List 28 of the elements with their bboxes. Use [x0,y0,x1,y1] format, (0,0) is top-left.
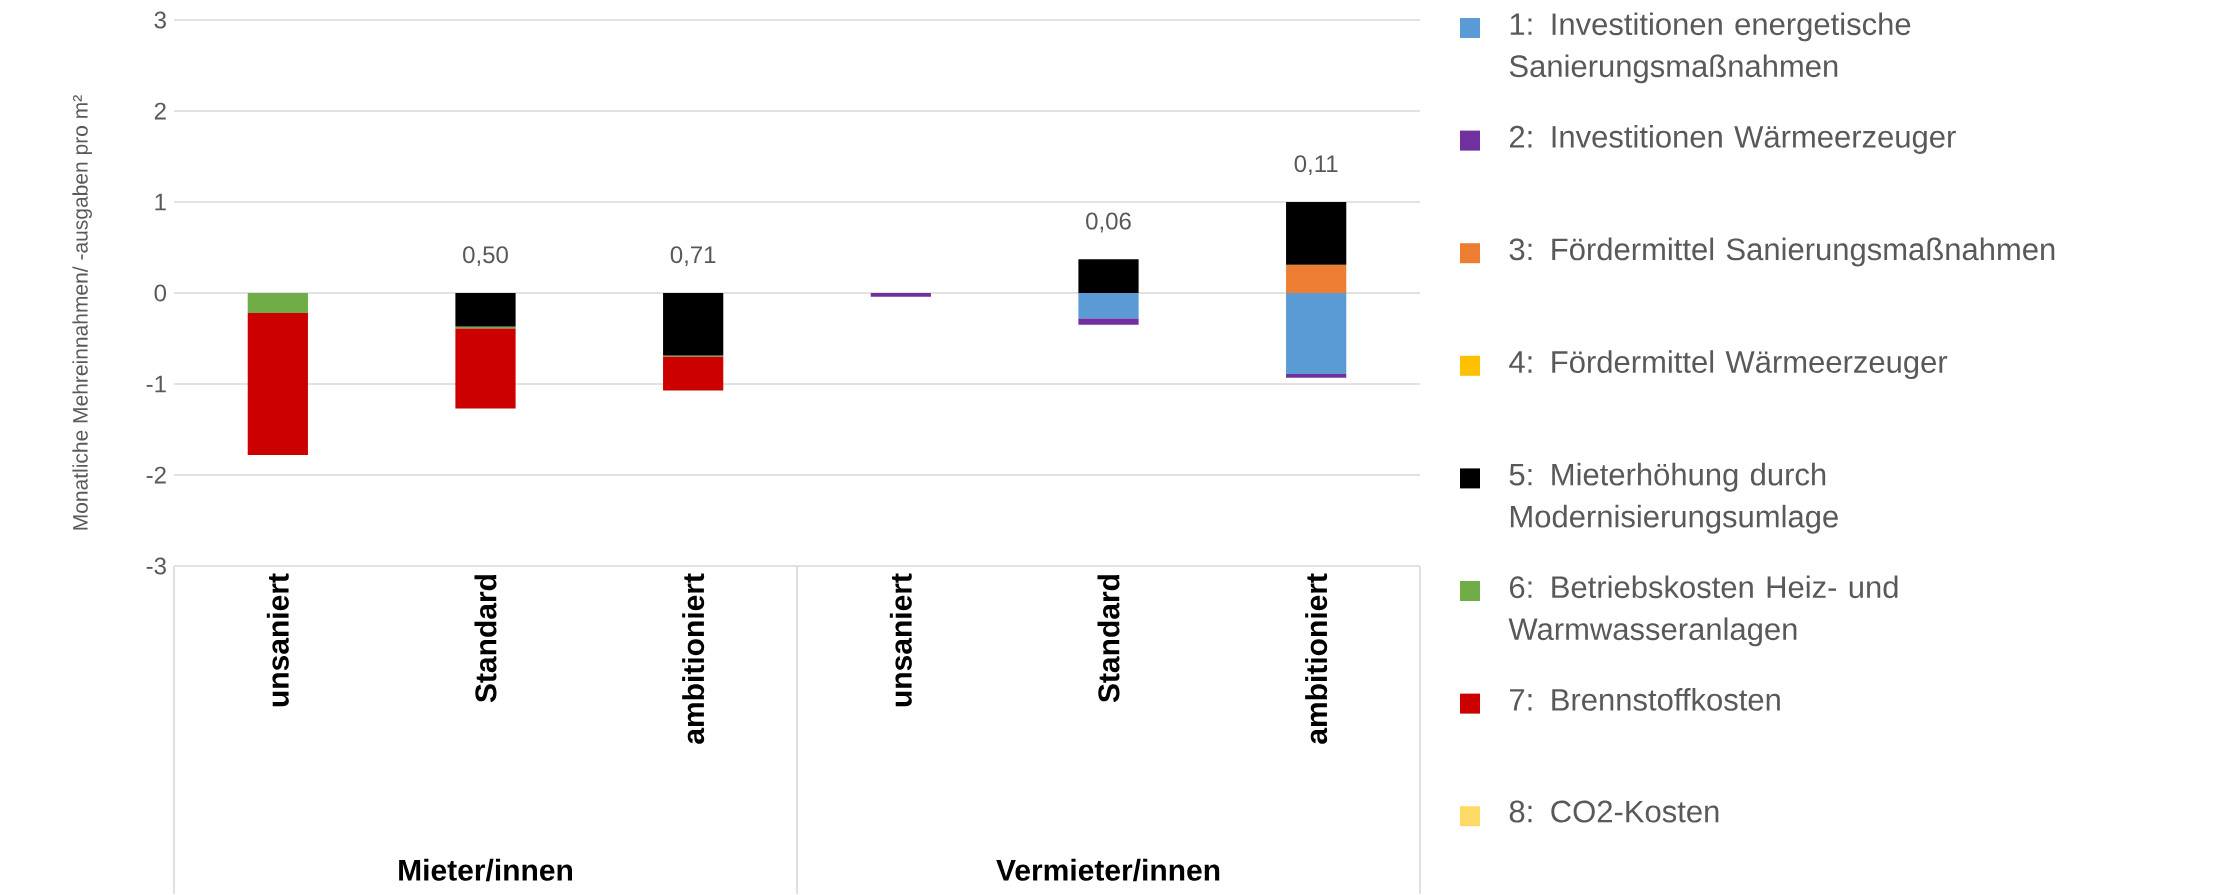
legend-label: 4: Fördermittel Wärmeerzeuger [1509,350,1948,380]
text: Mieter/innen [399,858,572,882]
legend-label: 6: Betriebskosten Heiz- und Warmwasseranlagen [1508,575,1898,647]
annotation: 0,71 [670,246,716,267]
annotation: 0,11 [1294,155,1338,176]
x-tick-label: Standard [474,575,497,703]
x-tick-label: unsaniert [889,573,912,707]
annotation: 0,50 [463,246,508,267]
y-tick-label: 2 [154,102,166,120]
text: Vermieter/innen [996,858,1220,882]
y-tick-label: -3 [146,557,166,575]
y-tick-label: 3 [154,11,166,29]
x-tick-label: ambitioniert [682,573,705,744]
y-axis-title: Monatliche Mehreinnahmen/ -ausgaben pro m² [72,95,92,530]
y-tick-label: 0 [154,284,167,302]
legend-label: 5: Mieterhöhung durch Modernisierungsumlage [1509,462,1838,534]
x-tick-label: Standard [1097,575,1120,703]
y-tick-label: -2 [146,466,166,484]
legend-label: 2: Investitionen Wärmeerzeuger [1509,125,1956,154]
y-tick-label: -1 [146,375,166,393]
annotation: 0,06 [1086,212,1131,233]
legend-label: 8: CO2-Kosten [1509,800,1719,823]
x-tick-label: unsaniert [266,573,289,707]
legend-label: 1: Investitionen energetische Sanierungsmaßnahmen [1509,12,1911,84]
legend-label: 3: Fördermittel Sanierungsmaßnahmen [1509,237,2055,267]
legend-label: 7: Brennstoffkosten [1510,688,1780,711]
x-tick-label: ambitioniert [1305,573,1328,744]
y-tick-label: 1 [155,193,166,211]
